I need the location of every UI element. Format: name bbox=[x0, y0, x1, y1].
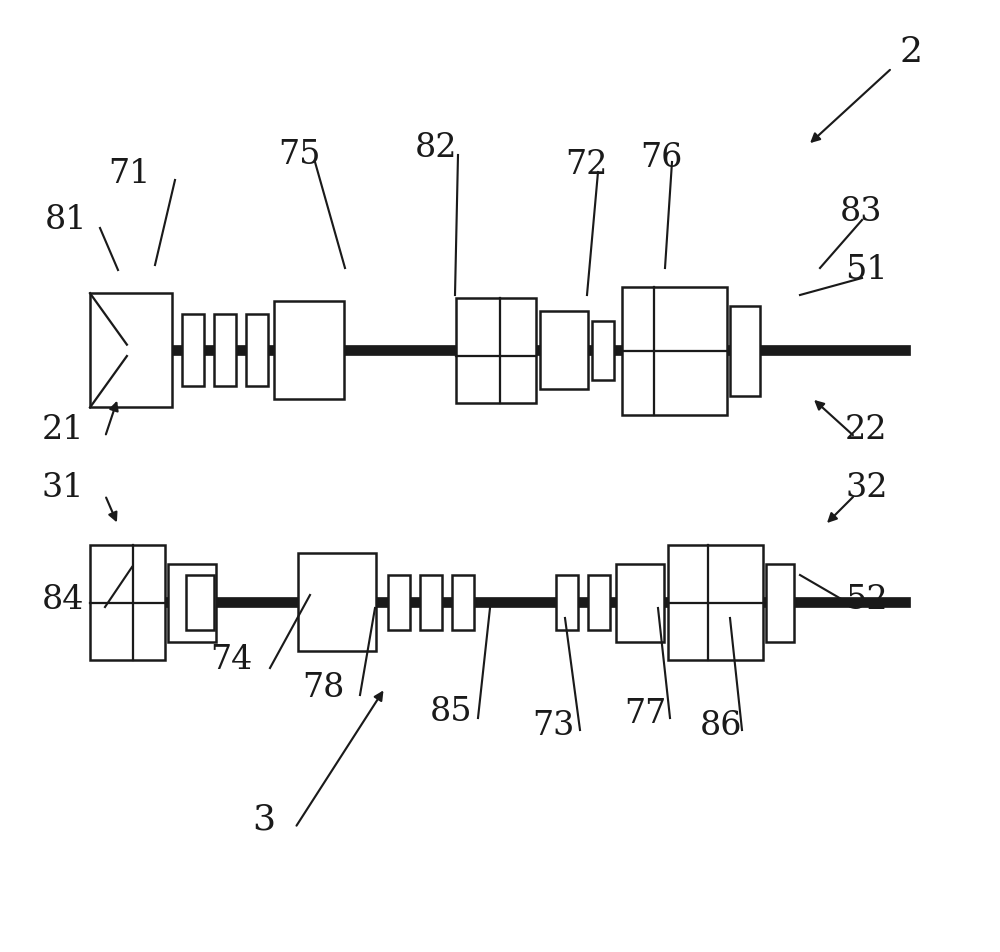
Text: 75: 75 bbox=[278, 139, 320, 171]
Bar bbox=[766, 564, 794, 642]
Text: 74: 74 bbox=[210, 644, 252, 676]
Text: 2: 2 bbox=[900, 35, 923, 69]
Bar bbox=[588, 575, 610, 630]
Bar bbox=[616, 564, 664, 642]
Bar bbox=[186, 575, 214, 630]
Text: 78: 78 bbox=[302, 672, 344, 704]
Bar bbox=[456, 298, 536, 403]
Text: 81: 81 bbox=[45, 204, 88, 236]
Bar bbox=[730, 306, 760, 396]
Bar bbox=[246, 314, 268, 386]
Bar bbox=[90, 293, 172, 407]
Text: 82: 82 bbox=[415, 132, 458, 164]
Bar bbox=[388, 575, 410, 630]
Text: 71: 71 bbox=[108, 158, 150, 190]
Text: 84: 84 bbox=[42, 584, 84, 616]
Bar bbox=[420, 575, 442, 630]
Text: 3: 3 bbox=[252, 803, 275, 837]
Text: 51: 51 bbox=[845, 254, 888, 286]
Bar bbox=[298, 553, 376, 651]
Bar bbox=[592, 321, 614, 380]
Bar bbox=[452, 575, 474, 630]
Text: 32: 32 bbox=[845, 472, 888, 504]
Bar bbox=[168, 564, 216, 642]
Text: 83: 83 bbox=[840, 196, 883, 228]
Text: 21: 21 bbox=[42, 414, 84, 446]
Bar bbox=[622, 287, 727, 415]
Text: 85: 85 bbox=[430, 696, 473, 728]
Bar bbox=[90, 345, 910, 355]
Text: 76: 76 bbox=[640, 142, 682, 174]
Bar bbox=[274, 301, 344, 399]
Text: 31: 31 bbox=[42, 472, 84, 504]
Text: 77: 77 bbox=[624, 698, 666, 730]
Text: 72: 72 bbox=[565, 149, 607, 181]
Bar bbox=[668, 545, 763, 660]
Bar bbox=[556, 575, 578, 630]
Bar bbox=[90, 545, 165, 660]
Text: 52: 52 bbox=[845, 584, 888, 616]
Text: 73: 73 bbox=[532, 710, 574, 742]
Text: 22: 22 bbox=[845, 414, 888, 446]
Bar bbox=[90, 597, 910, 607]
Text: 86: 86 bbox=[700, 710, 742, 742]
Bar bbox=[214, 314, 236, 386]
Bar bbox=[540, 311, 588, 389]
Bar bbox=[182, 314, 204, 386]
